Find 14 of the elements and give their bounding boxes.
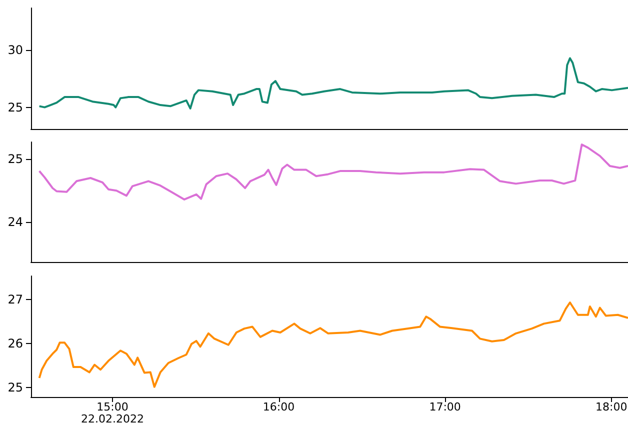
x-tick-label: 18:00 xyxy=(596,400,628,414)
x-tick-label: 16:00 xyxy=(262,400,295,414)
line-series xyxy=(38,144,628,200)
y-tick-label: 25 xyxy=(8,380,23,395)
line-series xyxy=(38,57,628,110)
y-tick-label: 25 xyxy=(8,100,23,114)
y-tick-label: 25 xyxy=(8,152,23,166)
y-tick-label: 24 xyxy=(8,215,23,230)
y-tick-label: 30 xyxy=(8,43,23,58)
x-tick-label: 15:00 22.02.2022 xyxy=(80,400,144,426)
line-series xyxy=(38,301,628,388)
y-tick-label: 26 xyxy=(8,336,23,351)
y-tick-label: 27 xyxy=(8,292,23,306)
x-tick-label: 17:00 xyxy=(429,400,461,414)
